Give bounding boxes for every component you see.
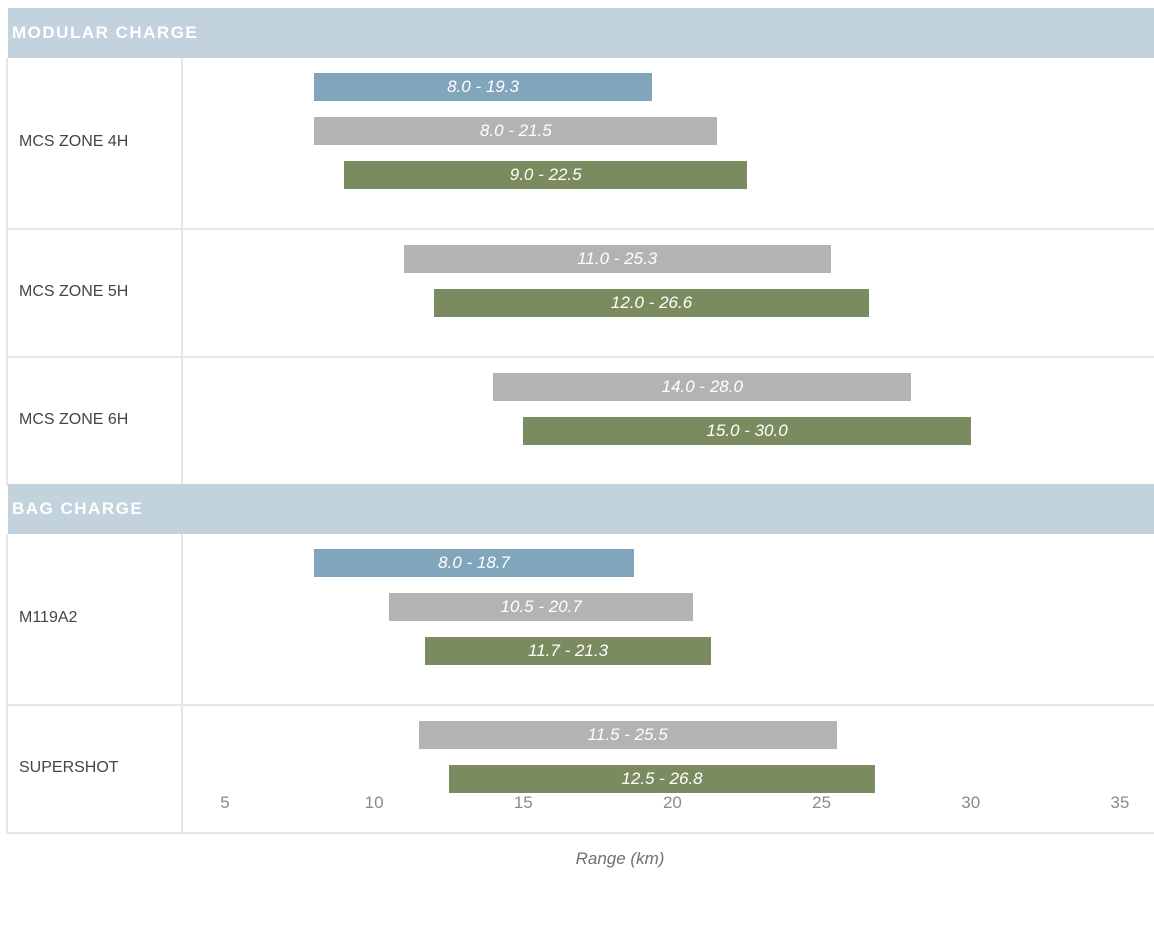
bar-label: 9.0 - 22.5 bbox=[509, 165, 582, 184]
range-bar bbox=[314, 73, 652, 101]
range-bar bbox=[314, 549, 634, 577]
range-bar bbox=[433, 289, 870, 317]
row-separator bbox=[8, 704, 1154, 706]
range-bar bbox=[424, 637, 712, 665]
bar-label: 11.5 - 25.5 bbox=[587, 725, 668, 744]
range-bar bbox=[493, 373, 912, 401]
row-separator bbox=[8, 356, 1154, 358]
section-title: BAG CHARGE bbox=[12, 499, 144, 518]
range-bar bbox=[523, 417, 971, 445]
bar-label: 11.7 - 21.3 bbox=[528, 641, 609, 660]
bar-label: 12.5 - 26.8 bbox=[621, 769, 703, 788]
row-separator bbox=[8, 832, 1154, 834]
bar-label: 15.0 - 30.0 bbox=[706, 421, 788, 440]
bar-label: 8.0 - 19.3 bbox=[447, 77, 519, 96]
row-label: SUPERSHOT bbox=[19, 759, 119, 776]
range-bar bbox=[448, 765, 876, 793]
range-bar bbox=[314, 117, 718, 145]
row-label: MCS ZONE 6H bbox=[19, 411, 129, 428]
section-header bbox=[8, 484, 1154, 534]
bar-label: 8.0 - 21.5 bbox=[479, 121, 552, 140]
range-bar bbox=[344, 161, 748, 189]
range-bar bbox=[418, 721, 837, 749]
row-label: MCS ZONE 4H bbox=[19, 133, 129, 150]
bar-label: 12.0 - 26.6 bbox=[610, 293, 693, 312]
left-border bbox=[6, 58, 8, 486]
bar-label: 8.0 - 18.7 bbox=[438, 553, 510, 572]
x-tick-label: 20 bbox=[662, 793, 682, 812]
x-tick-label: 30 bbox=[961, 793, 981, 812]
range-bar bbox=[389, 593, 694, 621]
row-label: M119A2 bbox=[19, 609, 78, 626]
x-axis-title: Range (km) bbox=[575, 849, 665, 868]
bar-label: 14.0 - 28.0 bbox=[661, 377, 743, 396]
label-divider bbox=[181, 534, 183, 834]
x-tick-label: 35 bbox=[1110, 793, 1130, 812]
row-label: MCS ZONE 5H bbox=[19, 283, 129, 300]
section-header bbox=[8, 8, 1154, 58]
left-border bbox=[6, 534, 8, 834]
x-tick-label: 25 bbox=[812, 793, 832, 812]
range-bar bbox=[403, 245, 831, 273]
x-tick-label: 5 bbox=[220, 793, 230, 812]
row-separator bbox=[8, 228, 1154, 230]
bar-label: 11.0 - 25.3 bbox=[577, 249, 658, 268]
bar-label: 10.5 - 20.7 bbox=[500, 597, 582, 616]
label-divider bbox=[181, 58, 183, 486]
x-tick-label: 15 bbox=[513, 793, 533, 812]
section-title: MODULAR CHARGE bbox=[12, 23, 199, 42]
x-tick-label: 10 bbox=[364, 793, 384, 812]
